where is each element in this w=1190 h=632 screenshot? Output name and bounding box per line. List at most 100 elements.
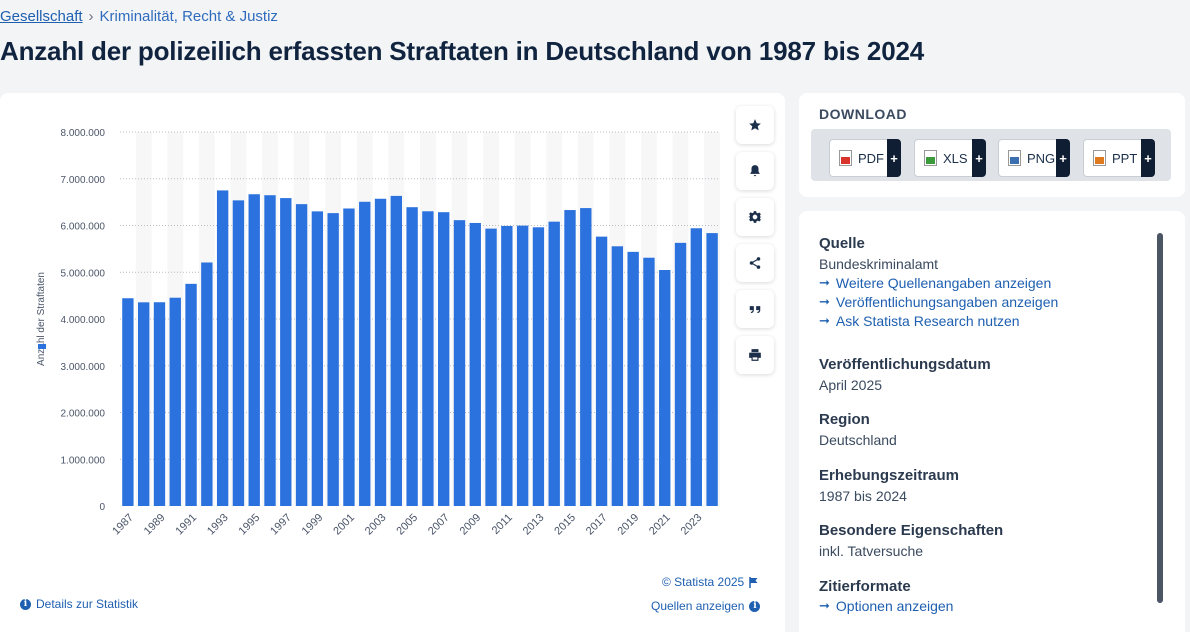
more-sources-link[interactable]: ➞ Weitere Quellenangaben anzeigen bbox=[819, 275, 1058, 291]
bar-2008 bbox=[453, 220, 466, 506]
y-tick-label: 3.000.000 bbox=[61, 362, 106, 373]
axis-label-marker bbox=[38, 344, 46, 349]
x-tick-label: 2015 bbox=[552, 512, 578, 538]
gear-icon bbox=[748, 211, 762, 223]
sources-link[interactable]: Quellen anzeigen i bbox=[651, 599, 761, 613]
bar-2016 bbox=[580, 208, 592, 506]
x-tick-label: 2011 bbox=[490, 512, 515, 537]
metadata-card: Quelle Bundeskriminalamt ➞ Weitere Quelle… bbox=[799, 211, 1185, 632]
publication-info-link[interactable]: ➞ Veröffentlichungsangaben anzeigen bbox=[819, 294, 1058, 310]
special-properties-value: inkl. Tatversuche bbox=[819, 543, 924, 559]
bar-2012 bbox=[516, 225, 529, 507]
bar-2001 bbox=[343, 208, 355, 506]
x-tick-label: 2021 bbox=[647, 512, 673, 538]
bar-2017 bbox=[595, 236, 608, 506]
citation-heading: Zitierformate bbox=[819, 578, 911, 595]
x-tick-label: 2001 bbox=[331, 512, 357, 538]
ppt-file-icon bbox=[1093, 150, 1106, 166]
x-tick-label: 1987 bbox=[110, 512, 136, 538]
source-heading: Quelle bbox=[819, 235, 865, 252]
publication-info-label: Veröffentlichungsangaben anzeigen bbox=[835, 294, 1059, 310]
x-tick-label: 2009 bbox=[458, 512, 484, 538]
x-tick-label: 1995 bbox=[237, 512, 263, 538]
arrow-right-icon: ➞ bbox=[819, 275, 830, 290]
download-ppt-button[interactable]: PPT + bbox=[1083, 139, 1155, 177]
bar-2007 bbox=[438, 212, 450, 506]
y-axis-label: Anzahl der Straftaten bbox=[36, 272, 47, 366]
y-tick-label: 8.000.000 bbox=[61, 128, 106, 139]
bell-icon bbox=[750, 165, 760, 177]
breadcrumb-separator: › bbox=[88, 8, 94, 25]
breadcrumb-current[interactable]: Kriminalität, Recht & Justiz bbox=[99, 8, 278, 25]
plus-icon: + bbox=[1056, 139, 1070, 177]
y-tick-label: 1.000.000 bbox=[61, 455, 106, 466]
bar-2022 bbox=[674, 242, 687, 506]
copyright-link[interactable]: © Statista 2025 bbox=[662, 575, 759, 589]
citation-options-link[interactable]: ➞ Optionen anzeigen bbox=[819, 598, 953, 614]
cite-button[interactable] bbox=[736, 290, 774, 328]
citation-options-label: Optionen anzeigen bbox=[835, 598, 954, 614]
print-button[interactable] bbox=[736, 336, 774, 374]
x-tick-label: 2013 bbox=[521, 512, 547, 538]
settings-button[interactable] bbox=[736, 198, 774, 236]
bar-2006 bbox=[422, 211, 434, 506]
bar-2014 bbox=[548, 221, 560, 506]
bar-2015 bbox=[564, 210, 576, 506]
bar-2018 bbox=[611, 246, 624, 507]
download-xls-label: XLS bbox=[943, 150, 968, 166]
bar-1998 bbox=[295, 204, 308, 506]
ask-research-link[interactable]: ➞ Ask Statista Research nutzen bbox=[819, 313, 1058, 329]
publication-date-value: April 2025 bbox=[819, 377, 883, 393]
more-sources-label: Weitere Quellenangaben anzeigen bbox=[835, 275, 1052, 291]
x-tick-label: 1991 bbox=[173, 512, 199, 538]
survey-period-heading: Erhebungszeitraum bbox=[819, 467, 960, 484]
png-file-icon bbox=[1008, 150, 1021, 166]
pdf-file-icon bbox=[839, 150, 852, 166]
bar-1991 bbox=[185, 283, 197, 506]
download-ppt-label: PPT bbox=[1112, 150, 1138, 166]
region-value: Deutschland bbox=[819, 432, 897, 448]
info-icon: i bbox=[20, 598, 31, 610]
quote-icon bbox=[749, 306, 761, 314]
x-tick-label: 1997 bbox=[268, 512, 294, 538]
x-tick-label: 2023 bbox=[679, 512, 705, 538]
bar-1989 bbox=[153, 302, 166, 506]
x-tick-label: 1989 bbox=[142, 512, 168, 538]
share-button[interactable] bbox=[736, 244, 774, 282]
favorite-button[interactable] bbox=[736, 106, 774, 144]
download-png-button[interactable]: PNG + bbox=[998, 139, 1070, 177]
notification-button[interactable] bbox=[736, 152, 774, 190]
region-section: Region Deutschland bbox=[819, 411, 897, 448]
page-title: Anzahl der polizeilich erfassten Strafta… bbox=[0, 36, 924, 66]
y-tick-label: 5.000.000 bbox=[61, 268, 106, 279]
survey-period-value: 1987 bis 2024 bbox=[819, 488, 907, 504]
bar-2003 bbox=[374, 198, 387, 506]
x-tick-label: 2003 bbox=[363, 512, 389, 538]
bar-1994 bbox=[232, 200, 245, 506]
bar-2011 bbox=[501, 225, 513, 506]
bar-2013 bbox=[532, 227, 545, 506]
breadcrumb: Gesellschaft › Kriminalität, Recht & Justi… bbox=[0, 8, 278, 25]
bar-2004 bbox=[390, 195, 402, 506]
bar-1997 bbox=[280, 198, 292, 506]
ask-research-label: Ask Statista Research nutzen bbox=[835, 313, 1020, 329]
arrow-right-icon: ➞ bbox=[819, 294, 830, 309]
details-link[interactable]: i Details zur Statistik bbox=[20, 597, 138, 611]
y-tick-label: 6.000.000 bbox=[61, 222, 106, 233]
bar-1987 bbox=[122, 298, 134, 506]
y-tick-label: 4.000.000 bbox=[61, 315, 106, 326]
publication-date-heading: Veröffentlichungsdatum bbox=[819, 356, 991, 373]
region-heading: Region bbox=[819, 411, 870, 428]
publication-date-section: Veröffentlichungsdatum April 2025 bbox=[819, 356, 991, 393]
download-pdf-button[interactable]: PDF + bbox=[829, 139, 901, 177]
x-tick-label: 2019 bbox=[615, 512, 641, 538]
download-png-label: PNG bbox=[1027, 150, 1056, 166]
details-text: Details zur Statistik bbox=[36, 597, 139, 611]
download-pdf-label: PDF bbox=[858, 150, 884, 166]
scrollbar-thumb[interactable] bbox=[1157, 233, 1163, 603]
breadcrumb-root-link[interactable]: Gesellschaft bbox=[0, 8, 83, 25]
bar-2024 bbox=[706, 233, 718, 507]
download-xls-button[interactable]: XLS + bbox=[914, 139, 986, 177]
bar-1990 bbox=[169, 297, 181, 506]
x-tick-label: 1993 bbox=[205, 512, 231, 538]
